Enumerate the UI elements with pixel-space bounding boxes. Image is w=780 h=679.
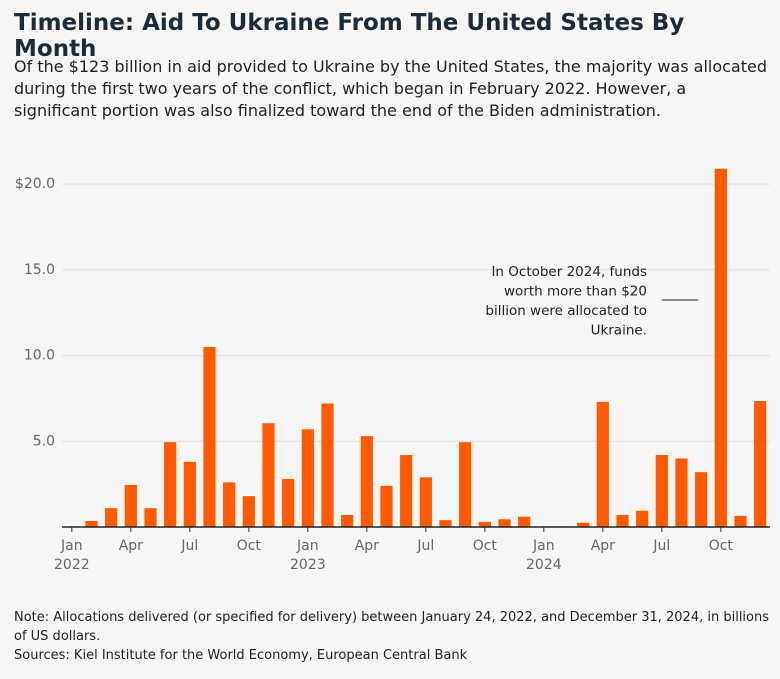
annotation: worth more than $20 bbox=[504, 284, 647, 300]
y-tick-label: 10.0 bbox=[24, 348, 55, 364]
x-tick-label: Jan bbox=[532, 538, 555, 554]
bar bbox=[675, 458, 688, 527]
bar bbox=[754, 401, 767, 527]
chart-subtitle: Of the $123 billion in aid provided to U… bbox=[14, 57, 767, 120]
bar bbox=[105, 508, 118, 527]
y-tick-label: 5.0 bbox=[33, 433, 55, 449]
bar bbox=[616, 515, 629, 527]
x-tick-label: Oct bbox=[709, 538, 734, 554]
bar bbox=[518, 516, 531, 527]
x-tick-label: Oct bbox=[237, 538, 262, 554]
bar bbox=[400, 455, 413, 527]
bar bbox=[459, 442, 472, 527]
bar bbox=[380, 485, 393, 527]
bar bbox=[596, 401, 609, 527]
bar bbox=[223, 482, 236, 527]
x-tick-label: Jul bbox=[180, 538, 198, 554]
y-tick-label: 15.0 bbox=[24, 262, 55, 278]
chart-title: Timeline: Aid To Ukraine From The United… bbox=[14, 10, 685, 62]
annotation: In October 2024, funds bbox=[491, 264, 647, 280]
bar bbox=[301, 429, 314, 527]
bar bbox=[734, 515, 747, 527]
bar bbox=[242, 496, 255, 527]
x-year-label: 2024 bbox=[526, 557, 562, 573]
x-tick-label: Jul bbox=[652, 538, 670, 554]
x-tick-label: Apr bbox=[119, 538, 143, 554]
bar bbox=[478, 521, 491, 527]
bar bbox=[360, 436, 373, 527]
x-tick-label: Jan bbox=[296, 538, 319, 554]
annotation: billion were allocated to bbox=[485, 303, 647, 319]
note: Note: Allocations delivered (or specifie… bbox=[14, 610, 770, 644]
bar bbox=[262, 423, 275, 527]
annotation: Ukraine. bbox=[591, 323, 647, 339]
bar bbox=[577, 522, 590, 527]
bar bbox=[498, 519, 511, 527]
x-tick-label: Oct bbox=[473, 538, 498, 554]
bar bbox=[321, 403, 334, 527]
bar bbox=[341, 515, 354, 527]
source: Sources: Kiel Institute for the World Ec… bbox=[14, 648, 468, 663]
x-tick-label: Jan bbox=[60, 538, 83, 554]
bar bbox=[183, 461, 196, 527]
bar bbox=[203, 347, 216, 527]
x-tick-label: Jul bbox=[416, 538, 434, 554]
bar bbox=[164, 442, 177, 527]
bar bbox=[714, 168, 727, 527]
bar bbox=[695, 472, 708, 527]
bar bbox=[124, 485, 137, 527]
y-tick-label: $20.0 bbox=[15, 176, 55, 192]
x-tick-label: Apr bbox=[355, 538, 379, 554]
bar bbox=[85, 521, 98, 527]
x-year-label: 2022 bbox=[54, 557, 90, 573]
bar bbox=[144, 508, 157, 527]
x-year-label: 2023 bbox=[290, 557, 326, 573]
bar bbox=[636, 510, 649, 527]
bar bbox=[655, 455, 668, 527]
bar bbox=[419, 477, 432, 527]
x-tick-label: Apr bbox=[591, 538, 615, 554]
bar bbox=[439, 520, 452, 527]
bar bbox=[282, 479, 295, 527]
